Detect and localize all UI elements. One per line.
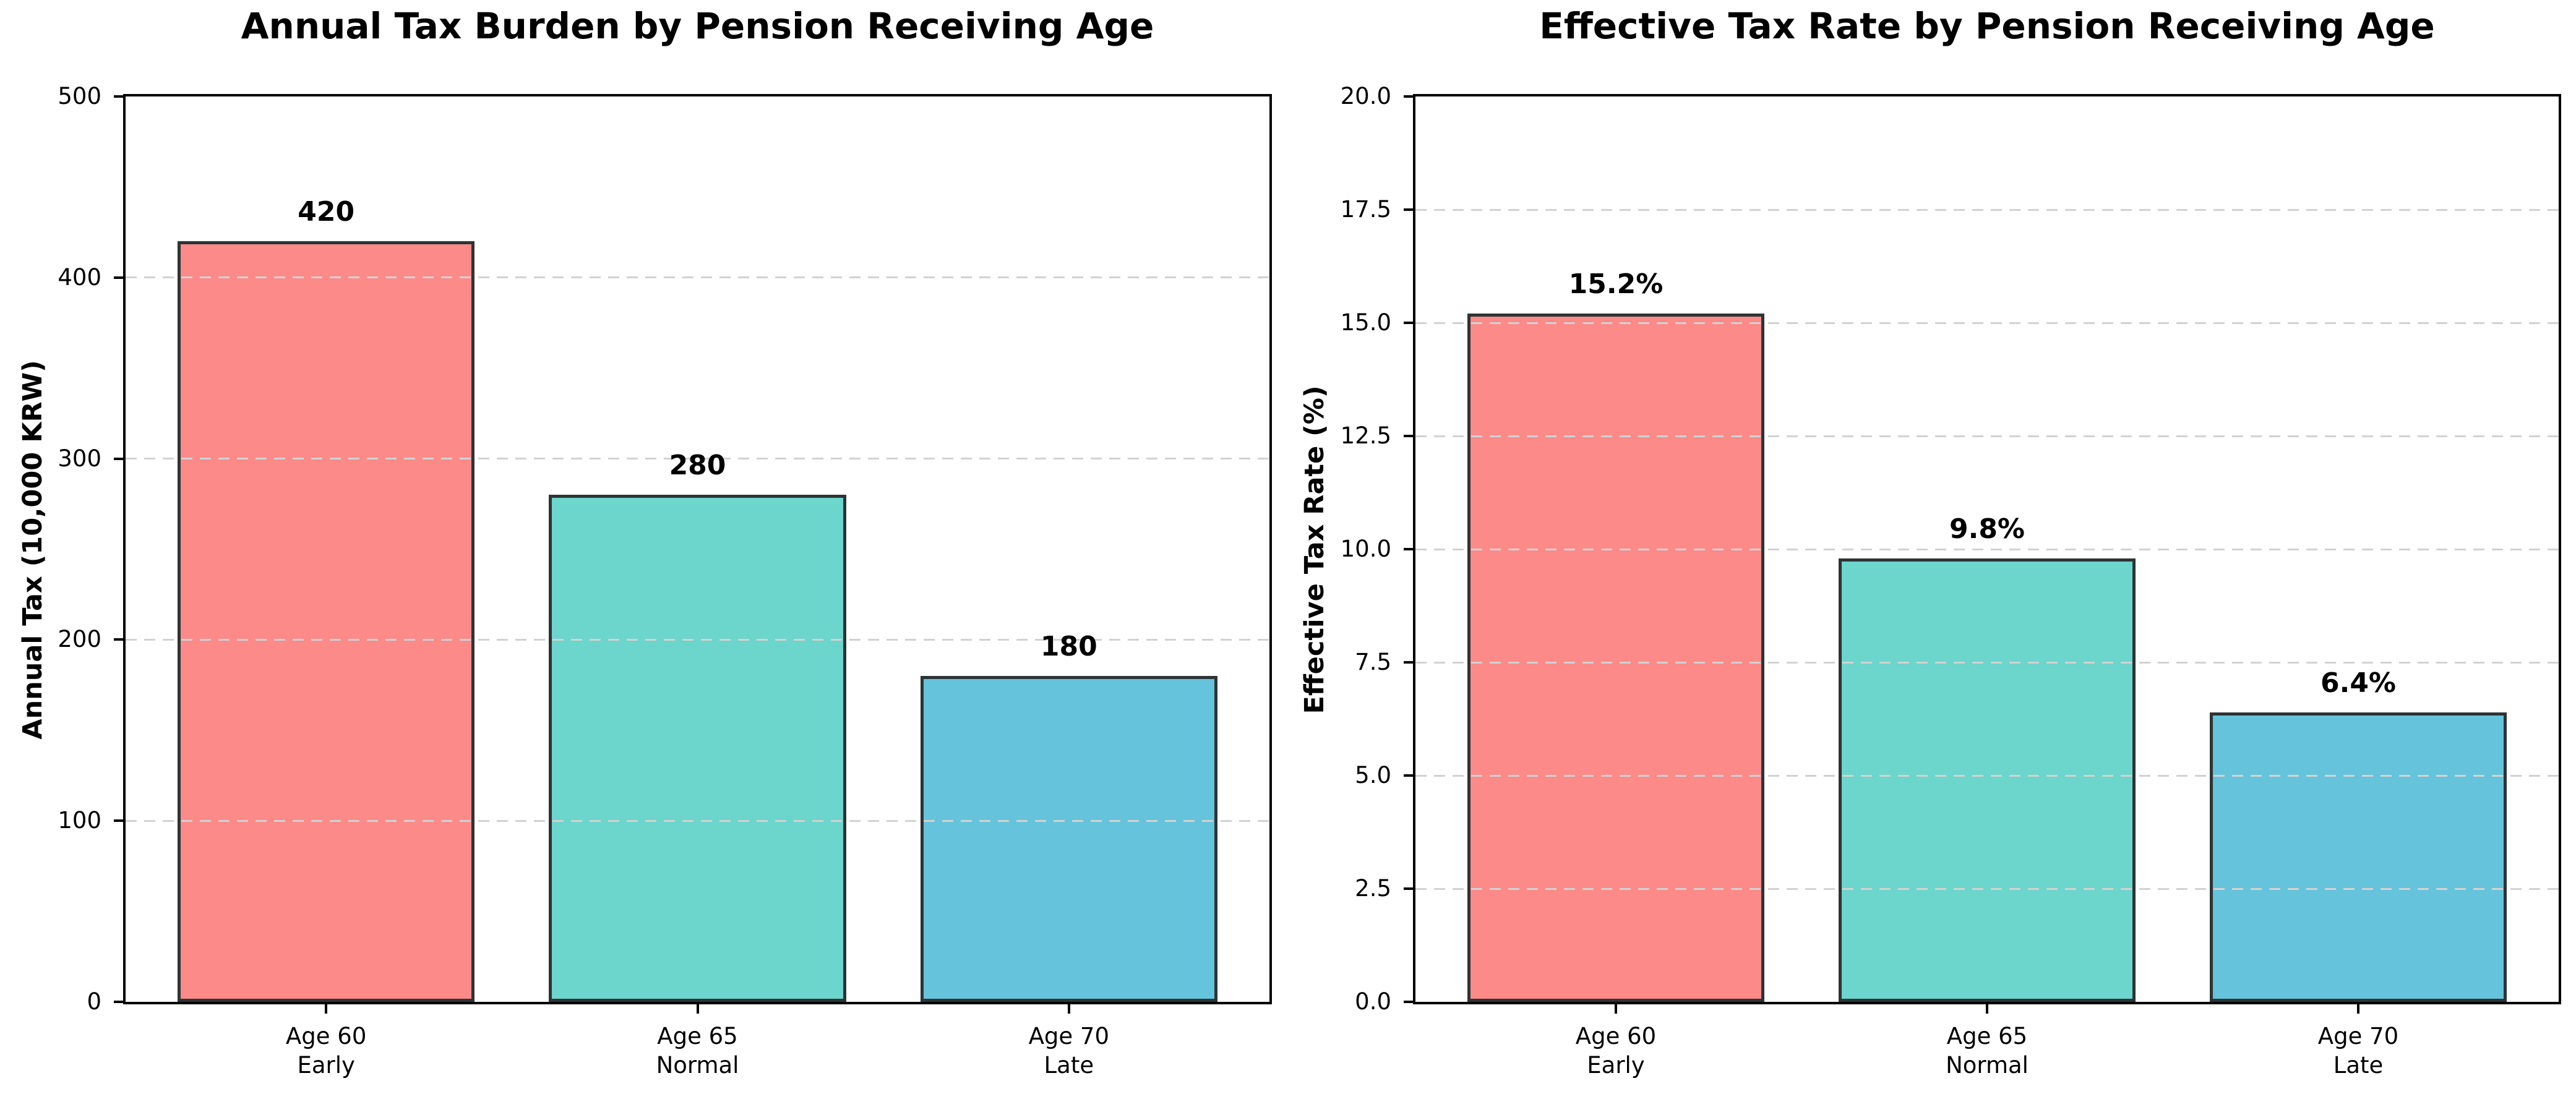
bar-value-label: 280 [669,450,726,482]
y-tick-label: 15.0 [1340,309,1391,336]
y-tick-label: 100 [58,807,101,834]
bar-value-label: 9.8% [1949,513,2025,545]
x-tick-label: Age 70 Late [2317,1023,2399,1079]
bar-age-65 [1839,558,2136,1002]
x-tick-mark [1067,1004,1070,1014]
x-tick-mark [1986,1004,1988,1014]
x-tick-label: Age 60 Early [285,1023,367,1079]
y-tick-label: 5.0 [1355,762,1391,788]
y-tick-label: 0 [87,988,101,1015]
y-tick-mark [114,95,123,98]
gridline [126,819,1269,822]
chart-title-annual-tax: Annual Tax Burden by Pension Receiving A… [241,5,1154,47]
y-tick-label: 7.5 [1355,649,1391,675]
y-tick-mark [1404,208,1413,211]
bar-value-label: 180 [1040,630,1097,662]
y-tick-label: 2.5 [1355,875,1391,902]
y-tick-label: 17.5 [1340,196,1391,223]
bar-age-60 [1467,314,1764,1002]
bar-value-label: 420 [298,196,355,228]
bar-value-label: 15.2% [1568,268,1664,301]
y-tick-mark [114,819,123,823]
y-axis-label-annual-tax: Annual Tax (10,000 KRW) [17,360,48,740]
gridline [1415,322,2559,324]
bar-age-70 [2210,712,2507,1002]
y-tick-label: 10.0 [1340,536,1391,562]
y-tick-label: 400 [58,263,101,291]
y-tick-label: 300 [58,445,101,472]
gridline [1415,661,2559,664]
gridline [1415,887,2559,890]
x-tick-label: Age 65 Normal [656,1023,739,1079]
chart-title-effective-tax-rate: Effective Tax Rate by Pension Receiving … [1539,5,2435,47]
y-tick-mark [1404,322,1413,324]
x-tick-label: Age 70 Late [1028,1023,1110,1079]
y-tick-mark [1404,661,1413,664]
y-tick-mark [1404,548,1413,550]
y-tick-label: 20.0 [1340,83,1391,109]
y-tick-mark [1404,435,1413,437]
gridline [126,458,1269,460]
y-tick-mark [114,1001,123,1003]
x-tick-mark [325,1004,328,1014]
plot-area-1 [1413,94,2561,1004]
gridline [1415,548,2559,550]
x-tick-label: Age 65 Normal [1946,1023,2029,1079]
x-tick-label: Age 60 Early [1575,1023,1657,1079]
bar-value-label: 6.4% [2320,667,2397,699]
y-tick-mark [1404,1001,1413,1003]
y-tick-mark [114,276,123,279]
gridline [126,276,1269,279]
bar-age-70 [920,675,1217,1002]
y-tick-label: 500 [58,83,101,109]
x-tick-mark [1615,1004,1617,1014]
y-tick-label: 0.0 [1355,988,1391,1015]
gridline [126,638,1269,641]
plot-area-0 [123,94,1272,1004]
bar-age-65 [549,495,846,1002]
gridline [1415,208,2559,211]
y-tick-mark [1404,774,1413,777]
y-tick-mark [1404,887,1413,890]
bar-age-60 [178,241,475,1002]
y-tick-label: 12.5 [1340,422,1391,449]
x-tick-mark [2357,1004,2359,1014]
gridline [1415,774,2559,777]
gridline [1415,435,2559,437]
y-tick-mark [114,638,123,641]
y-tick-label: 200 [58,626,101,653]
y-tick-mark [114,457,123,460]
x-tick-mark [696,1004,699,1014]
y-tick-mark [1404,95,1413,98]
